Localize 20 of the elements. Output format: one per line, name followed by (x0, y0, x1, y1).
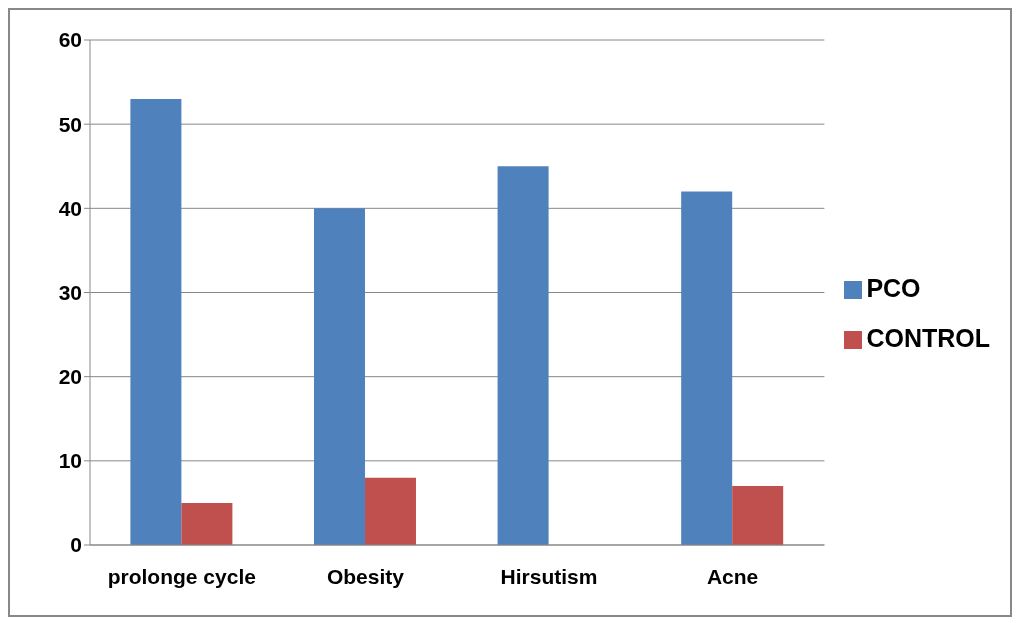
bar (181, 502, 233, 545)
bar (313, 208, 365, 545)
y-tick-label: 10 (58, 449, 82, 473)
y-tick-label: 20 (58, 365, 82, 389)
bar (681, 191, 733, 545)
bar (497, 166, 549, 545)
y-tick-label: 0 (70, 533, 82, 557)
x-tick-label: Hirsutism (500, 564, 598, 588)
bar (732, 486, 784, 545)
y-tick-label: 40 (58, 196, 82, 220)
legend-label: PCO (866, 273, 921, 302)
x-tick-label: Acne (706, 564, 759, 588)
y-tick-label: 30 (58, 280, 82, 304)
legend-label: CONTROL (866, 323, 990, 352)
bar (130, 98, 182, 545)
y-tick-label: 50 (58, 112, 82, 136)
bar (364, 477, 416, 545)
x-tick-label: Obesity (326, 564, 405, 588)
x-tick-label: prolonge cycle (107, 564, 256, 588)
y-tick-label: 60 (58, 28, 82, 52)
